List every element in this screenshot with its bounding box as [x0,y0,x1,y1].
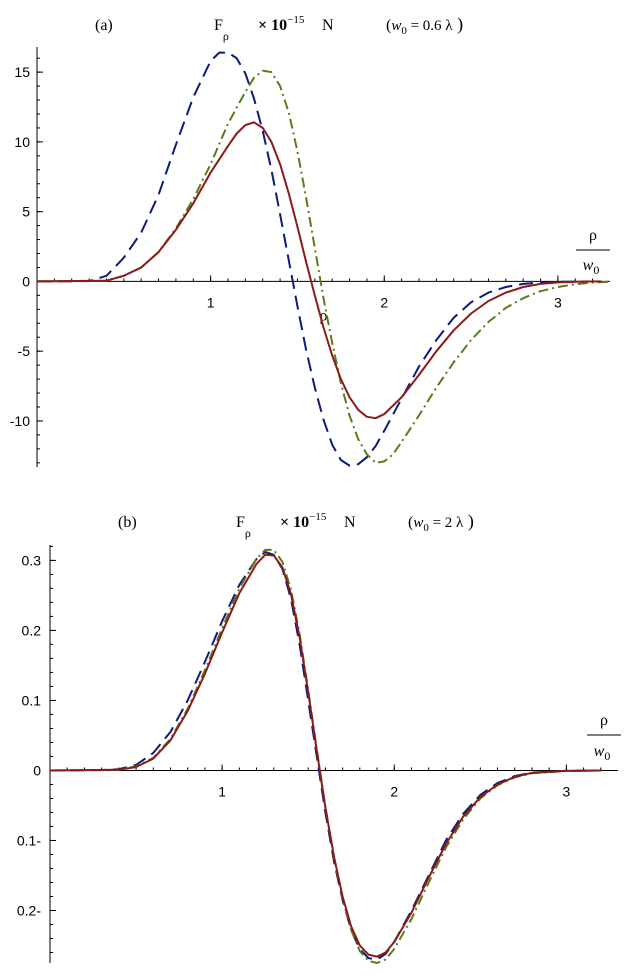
series-line-3 [36,121,602,420]
y-tick-label: -5 [18,343,31,359]
y-tick-label: 0.3 [22,552,42,568]
x-tick-label: 2 [390,783,398,799]
waist-close-paren: ) [463,511,474,532]
force-subscript: ρ [223,29,229,43]
scale-exponent: −15 [309,511,327,523]
x-axis-label-subscript: 0 [604,749,610,763]
x-axis-label-subscript: 0 [593,263,599,277]
panel-label: (a) [95,17,113,34]
unit-label: N [344,514,356,531]
x-tick-label: 1 [218,783,226,799]
y-tick-label: 0.1- [17,832,41,848]
series-line-3 [49,553,601,958]
y-tick-label: 0.2 [22,622,42,638]
series-line-2 [36,69,611,464]
series-line-1 [36,51,602,467]
y-tick-label: 5 [22,204,30,220]
y-tick-label: 0 [33,762,41,778]
waist-value: = 0.6 λ [407,18,453,34]
y-tick-label: 0 [22,273,30,289]
y-tick-label: -10 [10,413,30,429]
waist-symbol: w [391,18,401,34]
stray-rho-label: ρ [320,307,328,324]
x-axis-label-denominator: w0 [583,257,600,277]
x-axis-label-numerator: ρ [589,227,597,244]
x-axis-label-denominator: w0 [594,743,611,763]
force-symbol: Fρ [236,514,251,540]
waist-close-paren: ) [453,14,464,35]
x-tick-label: 3 [554,294,562,310]
force-symbol: Fρ [214,17,229,43]
panel-label: (b) [118,514,137,531]
y-tick-label: 10 [14,134,30,150]
unit-label: N [322,17,334,34]
series-line-2 [49,548,601,964]
x-tick-label: 1 [207,294,215,310]
waist-subscript: 0 [423,522,429,534]
waist-parameter: (w0 = 2 λ ) [408,511,474,534]
x-axis-label-numerator: ρ [600,712,608,729]
y-tick-label: 0.1 [22,692,42,708]
y-tick-label: 15 [14,64,30,80]
chart-panel-b: 0.3 0.2 0.1 0 0.1- 0.2- 1 2 3 ρ w0 (b) Fρ × 10−15 N (w0… [0,490,628,977]
x-tick-label: 2 [380,294,388,310]
force-subscript: ρ [245,526,251,540]
chart-panel-a: 15 10 5 0 -5 -10 1 2 3 ρ w0 (a) Fρ × 10−15 N (w0 = 0.6 … [10,14,611,467]
waist-subscript: 0 [401,25,407,37]
scale-factor: × 10−15 [258,14,305,34]
waist-value: = 2 λ [429,515,464,531]
scale-factor: × 10−15 [280,511,327,531]
x-tick-label: 3 [562,783,570,799]
waist-symbol: w [413,515,423,531]
waist-parameter: (w0 = 0.6 λ ) [386,14,463,37]
scale-exponent: −15 [287,14,305,26]
series-line-1 [49,551,601,961]
y-tick-label: 0.2- [17,902,41,918]
